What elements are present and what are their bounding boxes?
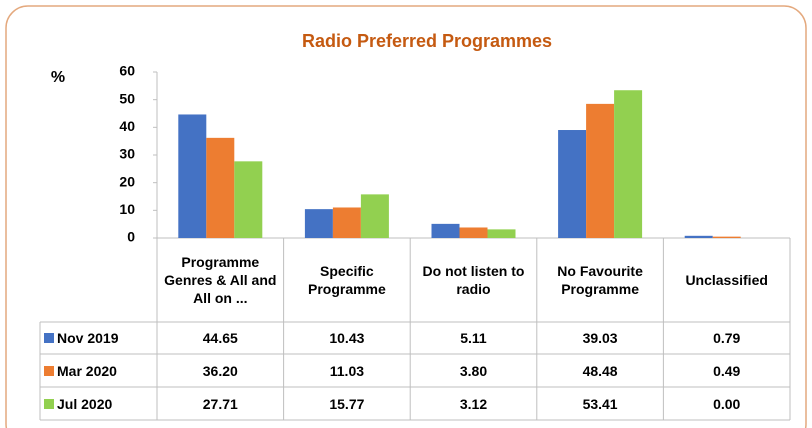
category-label: Specific Programme xyxy=(307,263,386,297)
bar xyxy=(459,227,488,238)
bar xyxy=(684,235,713,238)
table-value: 36.20 xyxy=(202,362,238,379)
bar xyxy=(712,236,741,238)
legend-swatch xyxy=(44,398,54,409)
bar xyxy=(586,103,615,238)
table-value: 0.79 xyxy=(713,330,741,346)
bar xyxy=(332,207,361,238)
legend-swatch xyxy=(44,365,54,376)
category-label: Do not listen to radio xyxy=(422,263,525,297)
y-tick-label: 60 xyxy=(119,63,135,79)
y-tick-label: 10 xyxy=(119,201,135,217)
legend-swatch xyxy=(44,333,54,343)
bar xyxy=(558,130,587,238)
table-value: 48.48 xyxy=(582,362,618,379)
table-value: 44.65 xyxy=(202,330,238,346)
bar xyxy=(234,161,263,238)
table-value: 0.49 xyxy=(713,362,741,379)
legend-entry: Nov 2019 xyxy=(40,322,157,354)
table-value: 0.00 xyxy=(713,395,741,412)
table-value: 53.41 xyxy=(582,395,618,412)
legend-label: Mar 2020 xyxy=(57,362,117,379)
table-value: 39.03 xyxy=(582,330,618,346)
y-tick-label: 30 xyxy=(119,146,135,162)
table-value: 3.80 xyxy=(459,362,488,379)
legend-entry: Mar 2020 xyxy=(40,354,157,387)
y-tick-label: 50 xyxy=(119,90,135,106)
table-value: 15.77 xyxy=(329,395,365,412)
bar xyxy=(178,114,207,238)
bar xyxy=(206,137,235,238)
bar xyxy=(431,223,460,238)
legend-label: Nov 2019 xyxy=(57,330,119,346)
bar xyxy=(614,90,643,238)
table-value: 3.12 xyxy=(459,395,488,412)
bar xyxy=(304,209,333,238)
y-axis-label: % xyxy=(51,69,65,86)
table-value: 5.11 xyxy=(460,330,487,346)
legend-label: Jul 2020 xyxy=(57,395,113,412)
category-label: No Favourite Programme xyxy=(557,263,643,297)
category-label: Programme Genres & All and All on ... xyxy=(164,254,277,306)
legend-entry: Jul 2020 xyxy=(40,387,157,420)
bar xyxy=(487,229,516,238)
category-label: Unclassified xyxy=(685,272,768,288)
table-value: 10.43 xyxy=(329,330,365,346)
bar xyxy=(360,194,389,238)
table-value: 11.03 xyxy=(329,362,365,379)
y-tick-label: 0 xyxy=(127,229,135,245)
y-tick-label: 40 xyxy=(119,118,135,134)
frame xyxy=(5,5,807,428)
y-tick-label: 20 xyxy=(119,173,135,189)
table-value: 27.71 xyxy=(202,395,238,412)
chart-title: Radio Preferred Programmes xyxy=(302,31,552,51)
